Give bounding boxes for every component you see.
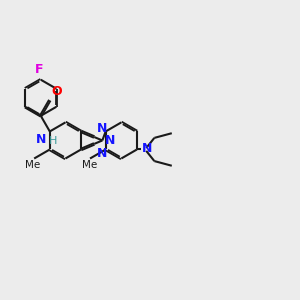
Text: N: N [142,142,152,155]
Text: N: N [97,122,107,135]
Text: N: N [97,147,107,160]
Text: H: H [49,136,58,146]
Text: Me: Me [25,160,40,170]
Text: Me: Me [82,160,98,170]
Text: F: F [34,63,43,76]
Text: N: N [36,133,46,146]
Text: N: N [105,134,116,147]
Text: O: O [52,85,62,98]
